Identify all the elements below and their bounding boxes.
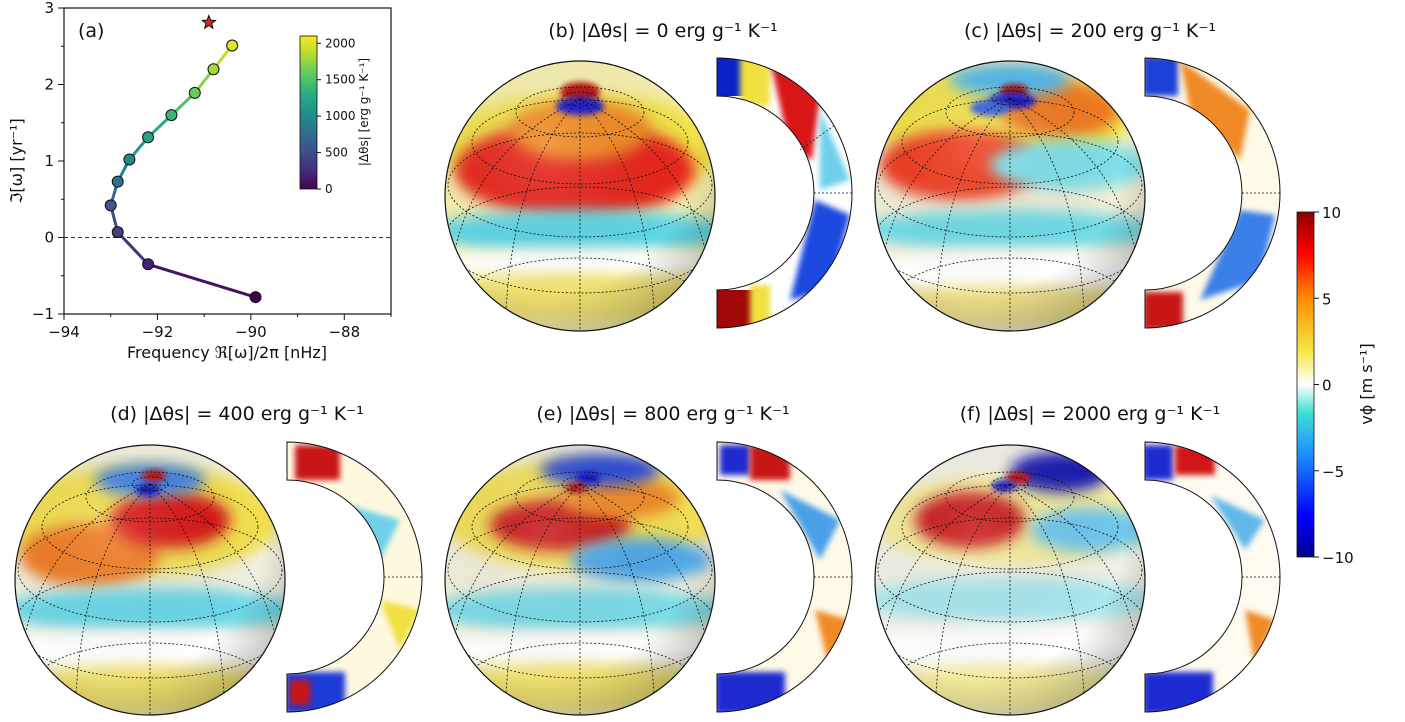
curve-segment xyxy=(116,230,150,266)
panel-a-frame xyxy=(63,7,392,315)
panel-a-xlabel: Frequency ℜ[ω]/2π [nHz] xyxy=(127,343,327,362)
data-point xyxy=(111,226,124,239)
panel-f-meridional xyxy=(1144,441,1281,713)
panel-a-ylabel: ℑ[ω] [yr⁻¹] xyxy=(7,118,26,204)
panel-b-title: (b) |Δθs| = 0 erg g⁻¹ K⁻¹ xyxy=(548,20,778,42)
ds-colorbar-tick-label: 1000 xyxy=(325,109,356,123)
panel-d-sphere xyxy=(14,444,286,716)
data-point xyxy=(111,175,124,188)
y-tick-label: −1 xyxy=(32,305,54,323)
x-tick-label: −94 xyxy=(48,323,80,341)
vphi-colorbar-ticks: 10 5 0 −5 −10 xyxy=(1314,204,1354,567)
vphi-colorbar-bar xyxy=(1296,211,1315,558)
data-point xyxy=(104,199,117,212)
mode-points xyxy=(104,39,262,304)
ds-colorbar-tick-label: 500 xyxy=(325,146,348,160)
vphi-tick-label: 0 xyxy=(1322,377,1332,395)
panel-a-label: (a) xyxy=(78,20,104,42)
vphi-colorbar: 10 5 0 −5 −10 vϕ [m s⁻¹] xyxy=(1296,204,1376,567)
data-point xyxy=(142,258,155,271)
y-tick-label: 2 xyxy=(44,76,54,94)
y-tick-label: 0 xyxy=(44,229,54,247)
star-marker xyxy=(200,14,217,30)
vphi-tick-label: 5 xyxy=(1322,290,1332,308)
panel-d-meridional xyxy=(286,441,423,713)
data-point xyxy=(165,109,178,122)
ds-colorbar-tick-label: 0 xyxy=(325,182,333,196)
panel-f-title: (f) |Δθs| = 2000 erg g⁻¹ K⁻¹ xyxy=(960,403,1220,425)
data-point xyxy=(207,63,220,76)
data-point xyxy=(226,39,239,52)
panel-b-sphere xyxy=(444,60,716,332)
ds-colorbar xyxy=(299,35,318,190)
curve-segment xyxy=(146,262,258,299)
vphi-tick-label: −10 xyxy=(1322,549,1354,567)
y-tick-label: 1 xyxy=(44,152,54,170)
ds-colorbar-label: |Δθs| [erg g⁻¹ K⁻¹] xyxy=(357,58,371,166)
data-point xyxy=(188,86,201,99)
panel-c-sphere xyxy=(874,60,1146,332)
panel-b-meridional xyxy=(716,57,853,329)
ds-colorbar-tick-label: 2000 xyxy=(325,36,356,50)
panel-f-sphere xyxy=(874,444,1146,716)
panel-c-meridional xyxy=(1144,57,1281,329)
data-point xyxy=(142,131,155,144)
panel-a: −94 −92 −90 −88 −1 0 1 2 3 (a) Frequency ℜ[ω]/2… xyxy=(7,0,392,362)
x-ticks: −94 −92 −90 −88 xyxy=(48,314,392,341)
panel-c-title: (c) |Δθs| = 200 erg g⁻¹ K⁻¹ xyxy=(964,20,1216,42)
vphi-tick-label: −5 xyxy=(1322,463,1344,481)
ds-colorbar-tick-label: 1500 xyxy=(325,73,356,87)
data-point xyxy=(249,291,262,304)
panel-d-title: (d) |Δθs| = 400 erg g⁻¹ K⁻¹ xyxy=(110,403,364,425)
x-tick-label: −88 xyxy=(328,323,360,341)
y-ticks: −1 0 1 2 3 xyxy=(32,0,64,323)
vphi-tick-label: 10 xyxy=(1322,204,1341,222)
panel-e-sphere xyxy=(444,444,716,716)
data-point xyxy=(123,153,136,166)
x-tick-label: −90 xyxy=(235,323,267,341)
x-tick-label: −92 xyxy=(142,323,174,341)
panel-e-title: (e) |Δθs| = 800 erg g⁻¹ K⁻¹ xyxy=(536,403,789,425)
ds-colorbar-ticks: 0 500 1000 1500 2000 xyxy=(317,36,356,196)
panel-e-meridional xyxy=(716,441,853,713)
vphi-colorbar-label: vϕ [m s⁻¹] xyxy=(1357,343,1376,424)
y-tick-label: 3 xyxy=(44,0,54,17)
